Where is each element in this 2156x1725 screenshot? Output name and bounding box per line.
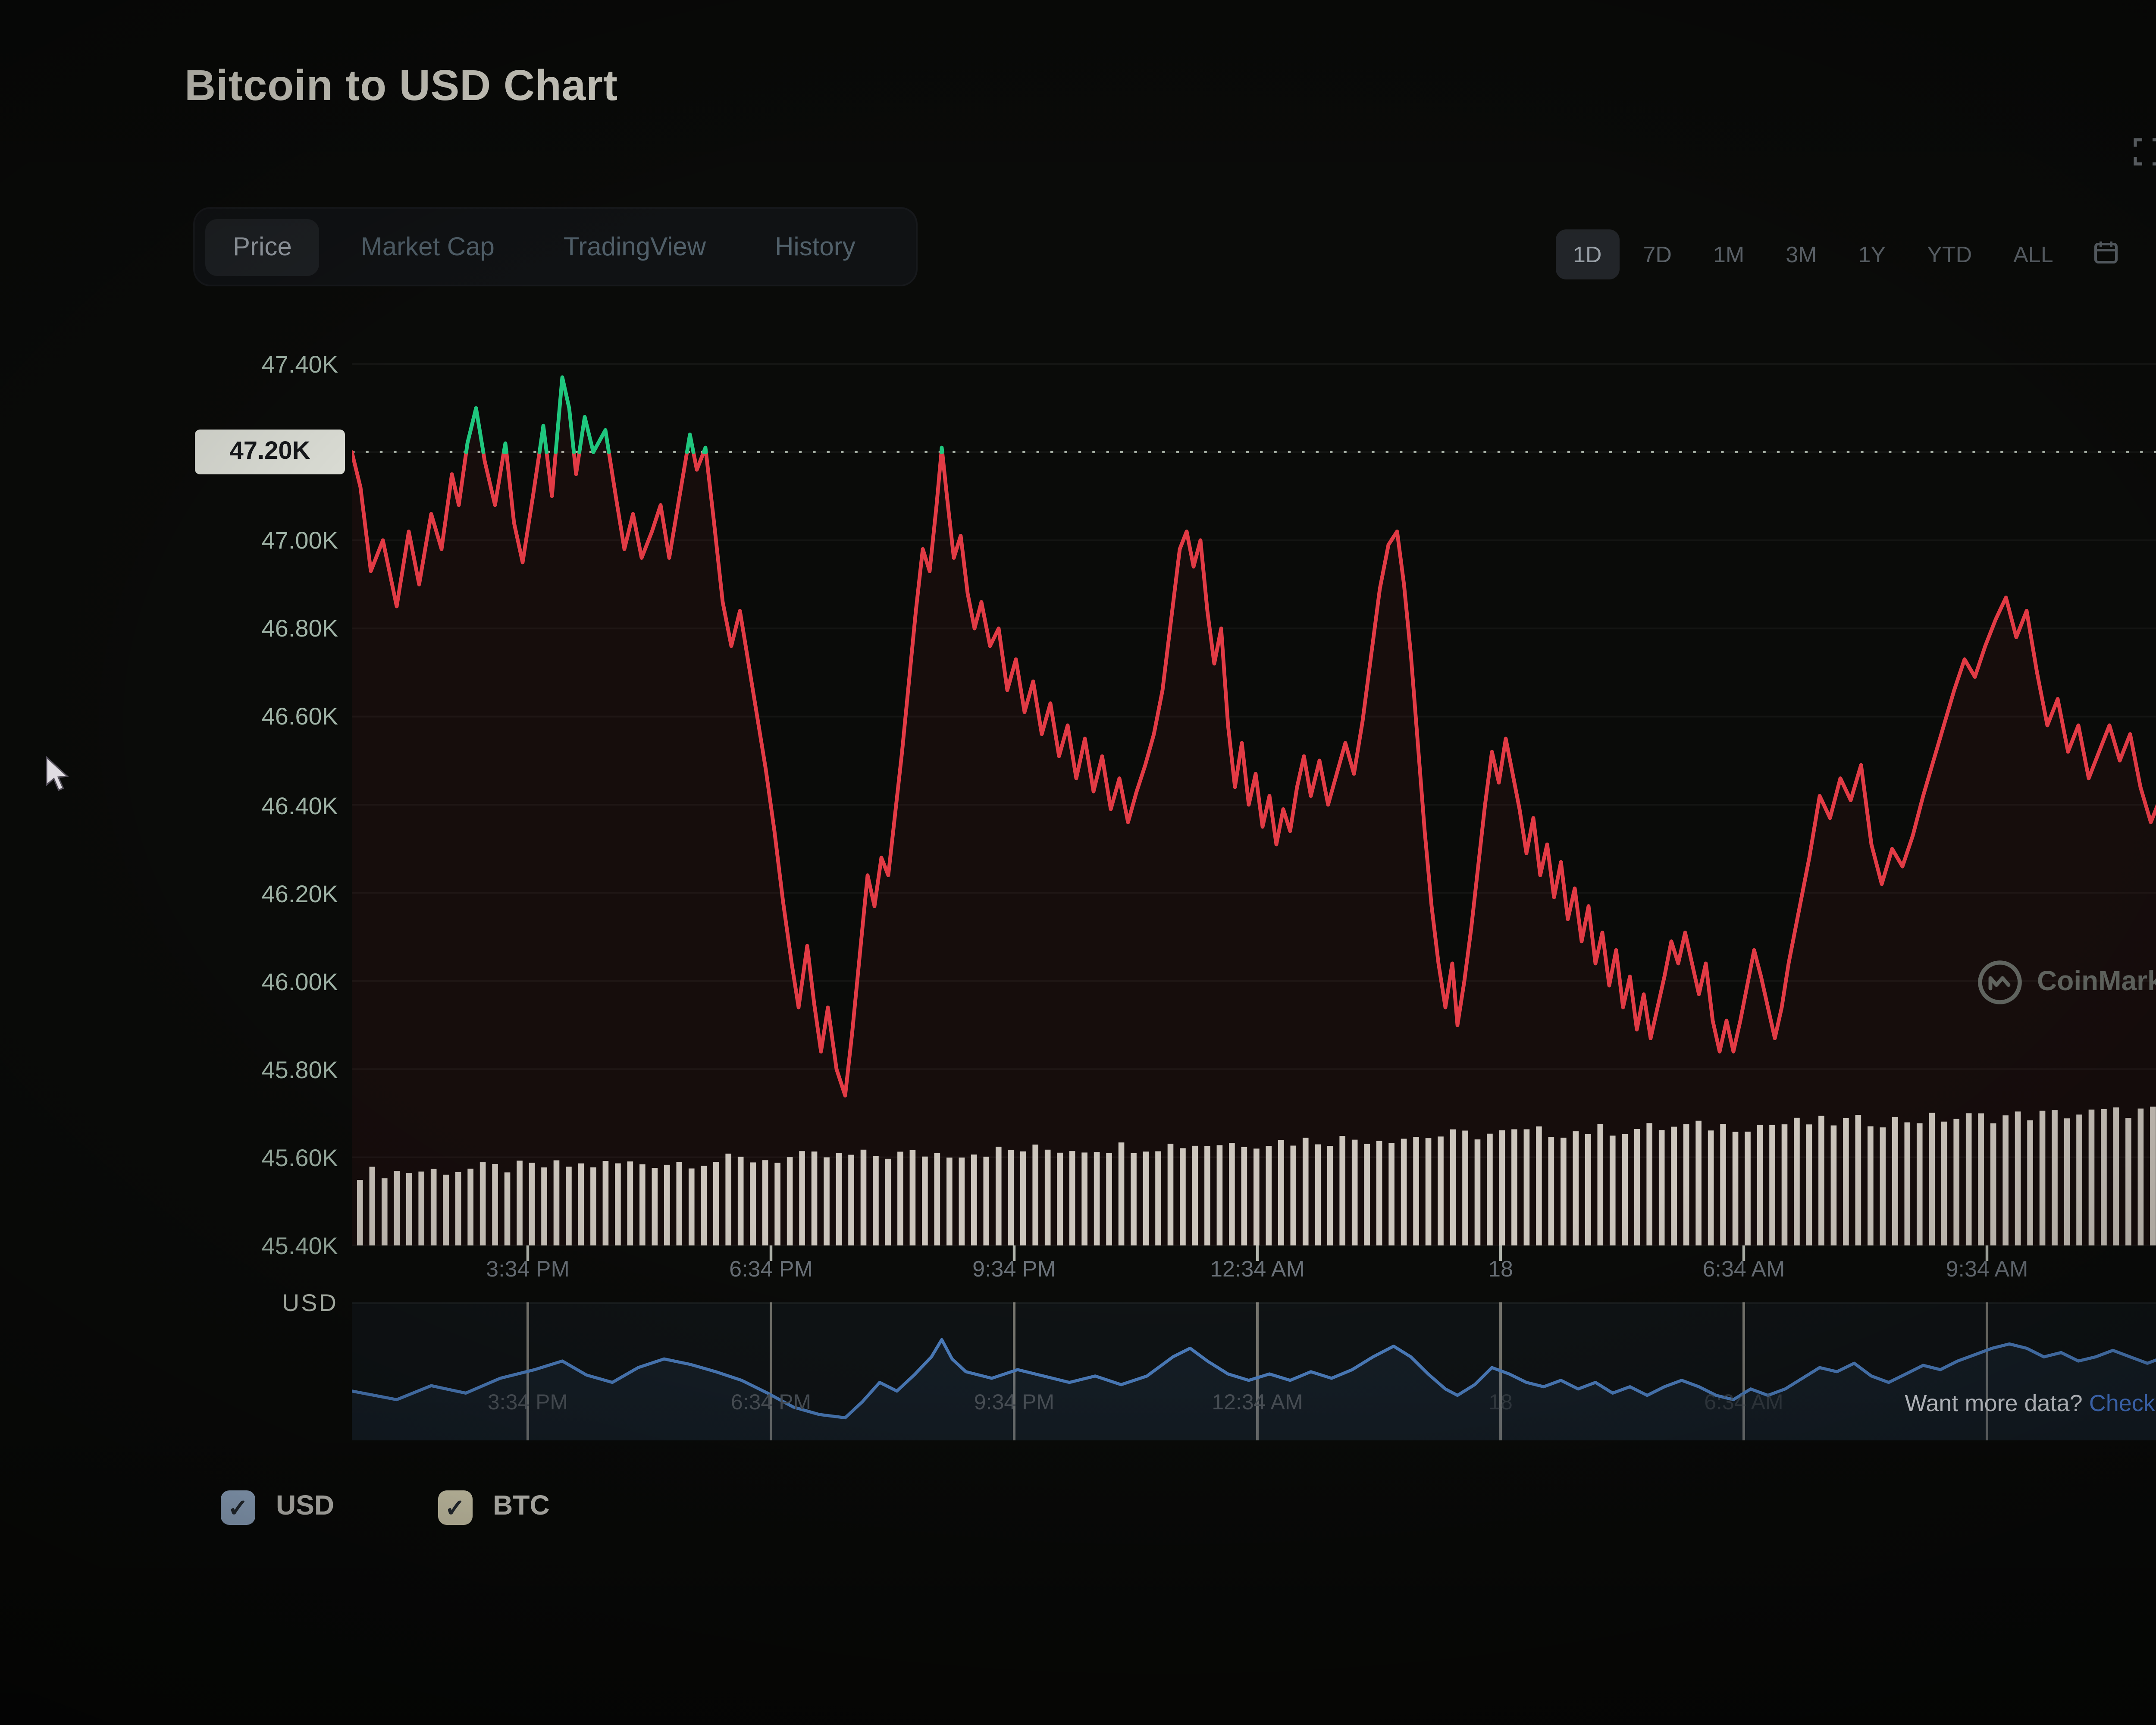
brush-x-tick-1: 6:34 PM [730, 1390, 812, 1414]
tab-tradingview[interactable]: TradingView [563, 232, 706, 261]
legend-label: USD [276, 1492, 335, 1521]
calendar-icon[interactable] [2078, 227, 2136, 280]
fullscreen-icon[interactable] [2134, 138, 2156, 174]
y-tick-46.00K: 46.00K [261, 967, 338, 995]
range-selector: 1D 7D 1M 3M 1Y YTD ALL LOG [1556, 224, 2156, 283]
page-title: Bitcoin to USD Chart [185, 62, 618, 110]
watermark: CoinMarketCap [1977, 959, 2156, 1006]
series-legend: ✓ USD ✓ BTC [221, 1490, 550, 1525]
legend-checkbox-usd[interactable]: ✓ [221, 1490, 255, 1525]
brush-mini-chart[interactable] [352, 1302, 2156, 1440]
api-promo: Want more data? Check out our API [1905, 1390, 2156, 1416]
y-tick-46.80K: 46.80K [261, 615, 338, 643]
x-tick-6: 9:34 AM [1946, 1256, 2028, 1282]
range-all[interactable]: ALL [2013, 241, 2053, 267]
api-link[interactable]: Check out our API [2089, 1390, 2156, 1416]
brush-x-tick-2: 9:34 PM [974, 1390, 1055, 1414]
brush-x-tick-5: 6:34 AM [1704, 1390, 1783, 1414]
chart-tabs: Price Market Cap TradingView History [193, 207, 918, 286]
range-7d[interactable]: 7D [1643, 241, 1672, 267]
brush-x-tick-4: 18 [1489, 1390, 1513, 1414]
range-1m[interactable]: 1M [1713, 241, 1745, 267]
tab-market-cap[interactable]: Market Cap [360, 232, 495, 261]
coinmarketcap-logo-icon [1978, 960, 2022, 1004]
x-tick-5: 6:34 AM [1702, 1256, 1785, 1282]
legend-checkbox-btc[interactable]: ✓ [438, 1490, 473, 1525]
tab-history[interactable]: History [775, 232, 856, 261]
range-ytd[interactable]: YTD [1927, 241, 1972, 267]
brush-x-tick-3: 12:34 AM [1212, 1390, 1303, 1414]
tab-price[interactable]: Price [205, 218, 320, 275]
legend-item-btc[interactable]: ✓ BTC [438, 1490, 550, 1525]
y-tick-45.40K: 45.40K [261, 1232, 338, 1259]
legend-label: BTC [493, 1492, 550, 1521]
range-log[interactable]: LOG [2143, 229, 2156, 279]
legend-item-usd[interactable]: ✓ USD [221, 1490, 334, 1525]
y-tick-45.80K: 45.80K [261, 1055, 338, 1083]
x-tick-0: 3:34 PM [486, 1256, 570, 1282]
y-tick-46.60K: 46.60K [261, 703, 338, 731]
current-price-badge: 47.20K [195, 430, 345, 474]
brush-x-tick-0: 3:34 PM [487, 1390, 568, 1414]
x-tick-2: 9:34 PM [972, 1256, 1056, 1282]
api-promo-text: Want more data? [1905, 1390, 2083, 1416]
watermark-text: CoinMarketCap [2037, 967, 2156, 996]
y-tick-45.60K: 45.60K [261, 1143, 338, 1171]
range-1y[interactable]: 1Y [1858, 241, 1886, 267]
y-tick-47.40K: 47.40K [261, 350, 338, 378]
y-tick-46.40K: 46.40K [261, 791, 338, 819]
mouse-cursor [46, 756, 69, 791]
x-tick-1: 6:34 PM [729, 1256, 813, 1282]
y-tick-47.00K: 47.00K [261, 526, 338, 554]
range-3m[interactable]: 3M [1786, 241, 1817, 267]
price-chart-plot[interactable] [352, 336, 2156, 1276]
x-tick-3: 12:34 AM [1210, 1256, 1305, 1282]
range-1d[interactable]: 1D [1556, 229, 1619, 279]
x-tick-4: 18 [1488, 1256, 1513, 1282]
y-tick-46.20K: 46.20K [261, 879, 338, 907]
y-axis-unit: USD [282, 1289, 338, 1316]
